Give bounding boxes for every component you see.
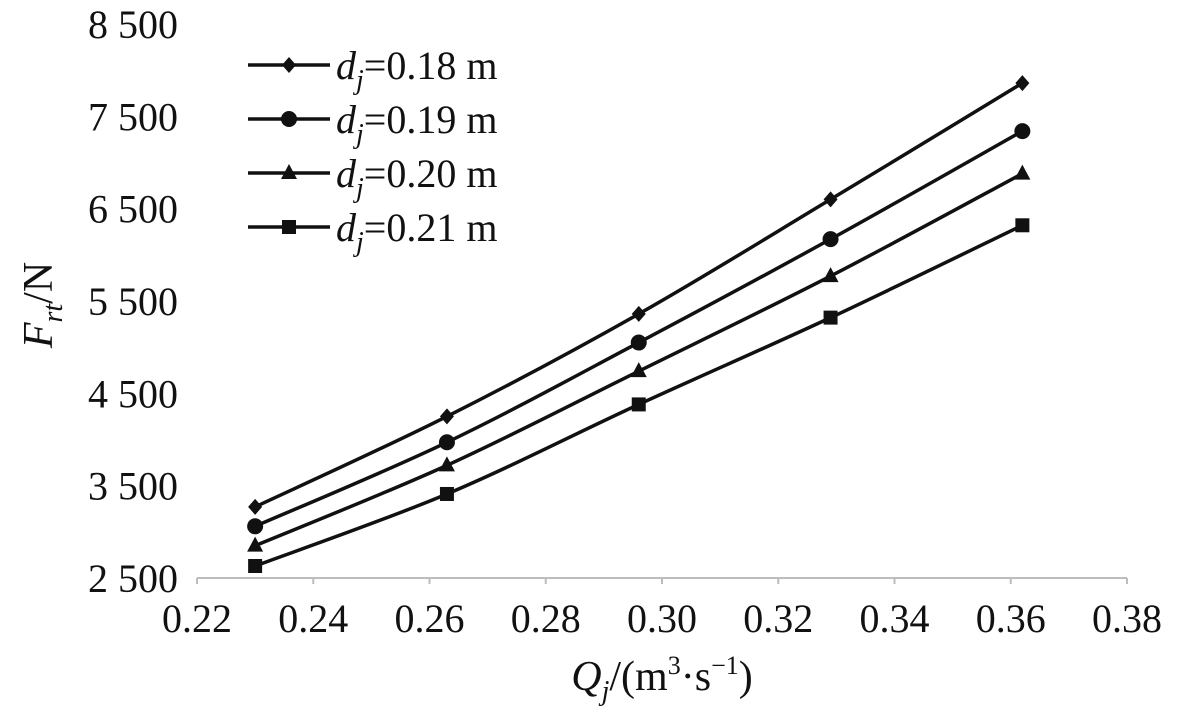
data-point-diamond <box>282 57 296 73</box>
data-point-square <box>1015 218 1030 233</box>
series-line <box>254 81 1024 509</box>
x-tick-label: 0.26 <box>395 596 465 641</box>
data-point-triangle <box>822 267 839 283</box>
y-tick-label: 7 500 <box>88 94 178 139</box>
y-tick-label: 4 500 <box>88 371 178 416</box>
series-group <box>247 75 1031 573</box>
x-axis-title: Qj/(m3·s−1) <box>571 651 752 707</box>
series-3 <box>247 164 1031 552</box>
data-point-circle <box>822 231 839 248</box>
legend-item-1: dj=0.18 m <box>248 43 497 96</box>
data-point-triangle <box>1014 164 1031 180</box>
data-point-circle <box>438 434 455 451</box>
y-tick-label: 8 500 <box>88 2 178 47</box>
legend-item-2: dj=0.19 m <box>248 97 497 150</box>
x-tick-label: 0.38 <box>1092 596 1162 641</box>
x-tick-label: 0.32 <box>743 596 813 641</box>
data-point-triangle <box>630 362 647 378</box>
series-1 <box>248 75 1030 515</box>
data-point-triangle <box>247 536 264 552</box>
series-2 <box>247 123 1031 535</box>
x-tick-label: 0.30 <box>627 596 697 641</box>
data-point-triangle <box>438 456 455 472</box>
data-point-diamond <box>823 191 838 208</box>
x-tick-label: 0.28 <box>511 596 581 641</box>
data-point-diamond <box>631 305 646 322</box>
legend-label: dj=0.20 m <box>336 151 497 204</box>
x-tick-label: 0.36 <box>976 596 1046 641</box>
legend-item-3: dj=0.20 m <box>248 151 497 204</box>
x-tick-label: 0.24 <box>278 596 348 641</box>
series-line <box>254 223 1024 568</box>
series-4 <box>248 218 1030 573</box>
legend-label: dj=0.18 m <box>336 43 497 96</box>
x-tick-label: 0.34 <box>860 596 930 641</box>
legend-label: dj=0.21 m <box>336 205 497 258</box>
x-tick-label: 0.22 <box>162 596 232 641</box>
data-point-diamond <box>248 498 263 515</box>
data-point-square <box>823 310 838 325</box>
data-point-diamond <box>439 408 454 425</box>
y-tick-label: 6 500 <box>88 187 178 232</box>
axes: 0.22 0.24 0.26 0.28 0.30 0.32 0.34 0.36 0.38 2 50… <box>88 2 1162 641</box>
data-point-circle <box>630 334 647 351</box>
axis-titles: Qj/(m3·s−1) Frt/N <box>16 262 753 707</box>
data-point-circle <box>1014 123 1031 140</box>
legend-item-4: dj=0.21 m <box>248 205 497 258</box>
y-axis-title: Frt/N <box>16 262 69 349</box>
legend: dj=0.18 mdj=0.19 mdj=0.20 mdj=0.21 m <box>248 43 497 258</box>
data-point-circle <box>247 518 264 535</box>
data-point-circle <box>281 111 297 127</box>
data-point-square <box>248 558 263 573</box>
data-point-triangle <box>281 164 297 179</box>
data-point-square <box>439 486 454 501</box>
y-tick-label: 3 500 <box>88 464 178 509</box>
legend-label: dj=0.19 m <box>336 97 497 150</box>
data-point-diamond <box>1015 75 1030 92</box>
data-point-square <box>282 220 296 234</box>
data-point-square <box>631 397 646 412</box>
y-tick-label: 5 500 <box>88 279 178 324</box>
y-tick-label: 2 500 <box>88 556 178 601</box>
